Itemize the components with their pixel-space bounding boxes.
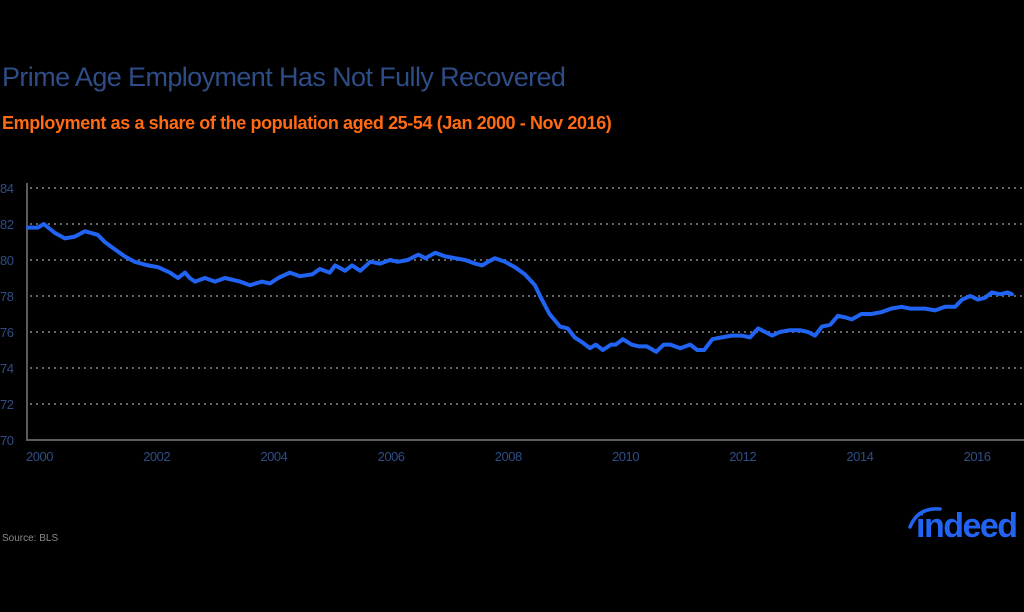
y-tick-label: 74 <box>0 361 14 376</box>
y-tick-label: 72 <box>0 397 14 412</box>
x-axis-labels: 2000 2002 2004 2006 2008 2010 2012 2014 2016 <box>26 449 991 464</box>
chart-subtitle: Employment as a share of the population … <box>2 113 612 133</box>
y-axis-labels: 70 72 74 76 78 80 82 84 <box>0 181 14 448</box>
y-gridlines <box>30 187 1024 405</box>
x-tick-label: 2004 <box>260 449 287 464</box>
chart-title: Prime Age Employment Has Not Fully Recov… <box>2 62 566 92</box>
x-tick-label: 2014 <box>846 449 873 464</box>
x-tick-label: 2012 <box>729 449 756 464</box>
indeed-logo: indeed <box>906 503 1024 553</box>
x-tick-label: 2002 <box>143 449 170 464</box>
x-tick-label: 2008 <box>495 449 522 464</box>
source-note: Source: BLS <box>2 533 59 544</box>
logo-text: indeed <box>916 507 1018 545</box>
y-tick-label: 70 <box>0 433 14 448</box>
employment-series-line <box>26 222 1014 354</box>
x-tick-label: 2000 <box>26 449 53 464</box>
y-tick-label: 82 <box>0 217 14 232</box>
logo-arc-icon <box>908 507 942 529</box>
y-tick-label: 76 <box>0 325 14 340</box>
x-tick-label: 2010 <box>612 449 639 464</box>
y-tick-label: 78 <box>0 289 14 304</box>
x-tick-label: 2006 <box>378 449 405 464</box>
y-tick-label: 80 <box>0 253 14 268</box>
y-tick-label: 84 <box>0 181 14 196</box>
x-tick-label: 2016 <box>964 449 991 464</box>
